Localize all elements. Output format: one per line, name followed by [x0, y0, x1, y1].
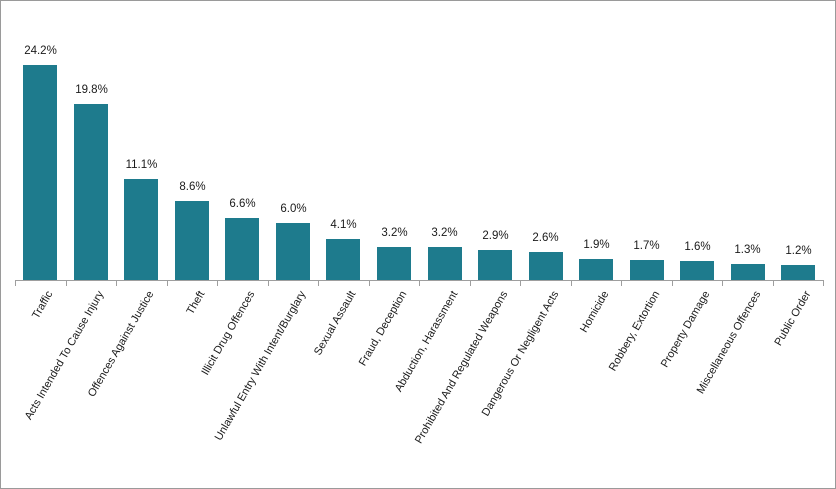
- x-axis-tick: [773, 280, 774, 286]
- bar: [478, 250, 512, 280]
- bar: [276, 223, 310, 280]
- x-axis-tick: [217, 280, 218, 286]
- bar: [529, 252, 563, 280]
- bar-value-label: 1.9%: [583, 239, 610, 251]
- bar: [680, 261, 714, 280]
- x-axis-tick: [823, 280, 824, 286]
- bar: [731, 264, 765, 280]
- x-axis-tick: [419, 280, 420, 286]
- bar: [225, 218, 259, 280]
- x-axis-tick: [66, 280, 67, 286]
- x-axis-tick: [520, 280, 521, 286]
- bar-value-label: 4.1%: [330, 219, 357, 231]
- bar: [428, 247, 462, 280]
- bar: [74, 104, 108, 280]
- x-axis-tick: [167, 280, 168, 286]
- x-axis-tick: [15, 280, 16, 286]
- bar: [630, 260, 664, 280]
- bar: [175, 201, 209, 280]
- x-axis-tick: [470, 280, 471, 286]
- bar: [326, 239, 360, 280]
- bar-value-label: 6.6%: [229, 198, 256, 210]
- bar-value-label: 1.6%: [684, 241, 711, 253]
- x-axis-tick: [672, 280, 673, 286]
- x-axis-tick: [369, 280, 370, 286]
- bar-value-label: 2.6%: [532, 232, 559, 244]
- bar-value-label: 8.6%: [179, 181, 206, 193]
- bar: [377, 247, 411, 280]
- bar-value-label: 3.2%: [431, 227, 458, 239]
- bar-value-label: 19.8%: [75, 84, 108, 96]
- bar-value-label: 1.3%: [734, 244, 761, 256]
- x-axis-tick: [571, 280, 572, 286]
- bar: [781, 265, 815, 280]
- bar-value-label: 1.2%: [785, 245, 812, 257]
- x-axis-tick: [116, 280, 117, 286]
- x-axis-tick: [621, 280, 622, 286]
- bar-value-label: 3.2%: [381, 227, 408, 239]
- x-axis-tick: [318, 280, 319, 286]
- bar-value-label: 2.9%: [482, 230, 509, 242]
- bar: [579, 259, 613, 280]
- x-axis-tick: [268, 280, 269, 286]
- bar-value-label: 6.0%: [280, 203, 307, 215]
- x-axis-tick: [722, 280, 723, 286]
- bar-value-label: 11.1%: [125, 159, 158, 171]
- bar: [23, 65, 57, 280]
- bar: [124, 179, 158, 280]
- bar-value-label: 1.7%: [633, 240, 660, 252]
- bar-value-label: 24.2%: [24, 45, 57, 57]
